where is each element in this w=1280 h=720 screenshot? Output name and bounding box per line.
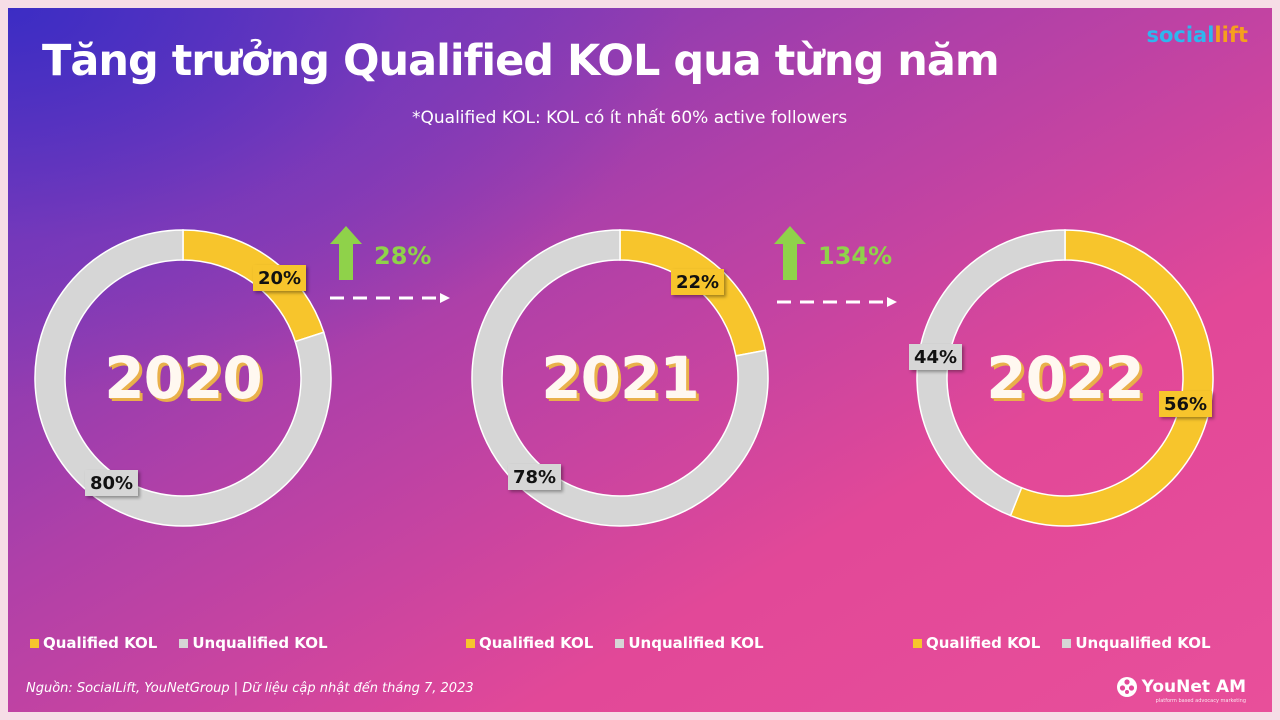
legend-2022: Qualified KOL Unqualified KOL xyxy=(913,634,1211,652)
logo-tagline: platform based advocacy marketing xyxy=(1155,698,1246,704)
qualified-swatch xyxy=(30,638,39,648)
legend-item-unqualified: Unqualified KOL xyxy=(1075,634,1211,652)
flower-icon xyxy=(1116,677,1137,697)
source-note: Nguồn: SocialLift, YouNetGroup | Dữ liệu… xyxy=(26,681,474,696)
donut-svg xyxy=(916,229,1214,527)
donut-chart-2022: 2022 56% 44% xyxy=(909,228,1215,528)
younet-logo: YouNet AM platform based advocacy market… xyxy=(1116,676,1246,704)
growth-percent: 28% xyxy=(374,242,432,270)
unqualified-percent-label: 44% xyxy=(909,344,963,370)
legend-item-unqualified: Unqualified KOL xyxy=(192,634,328,652)
qualified-percent-label: 22% xyxy=(671,269,725,295)
donut-svg xyxy=(34,229,332,527)
legend-item-qualified: Qualified KOL xyxy=(43,634,158,652)
up-arrow-icon xyxy=(330,226,362,280)
page-title: Tăng trưởng Qualified KOL qua từng năm xyxy=(42,36,1000,86)
up-arrow-icon xyxy=(774,226,806,280)
dashed-arrow-icon xyxy=(330,293,450,303)
unqualified-percent-label: 78% xyxy=(508,464,562,490)
growth-percent: 134% xyxy=(818,242,893,270)
sociallift-logo: sociallift xyxy=(1146,23,1248,47)
legend-2020: Qualified KOL Unqualified KOL xyxy=(30,634,328,652)
qualified-percent-label: 20% xyxy=(253,265,307,291)
unqualified-swatch xyxy=(615,638,625,648)
qualified-swatch xyxy=(913,638,922,648)
qualified-slice xyxy=(1009,229,1214,527)
slide: Tăng trưởng Qualified KOL qua từng năm *… xyxy=(8,8,1272,712)
year-label: 2020 xyxy=(104,344,262,412)
brand-part2: lift xyxy=(1214,23,1248,47)
donut-chart-2021: 2021 22% 78% xyxy=(470,228,770,528)
dashed-arrow-icon xyxy=(777,297,897,307)
donut-chart-2020: 2020 20% 80% xyxy=(33,228,333,528)
unqualified-percent-label: 80% xyxy=(85,470,139,496)
year-label: 2022 xyxy=(986,344,1144,412)
year-label: 2021 xyxy=(541,344,699,412)
qualified-percent-label: 56% xyxy=(1159,391,1213,417)
legend-2021: Qualified KOL Unqualified KOL xyxy=(466,634,764,652)
unqualified-slice xyxy=(34,229,332,527)
unqualified-slice xyxy=(471,229,769,527)
legend-item-qualified: Qualified KOL xyxy=(926,634,1041,652)
logo-text: YouNet AM xyxy=(1141,677,1246,697)
legend-item-unqualified: Unqualified KOL xyxy=(628,634,764,652)
legend-item-qualified: Qualified KOL xyxy=(479,634,594,652)
brand-part1: social xyxy=(1146,23,1215,47)
donut-svg xyxy=(471,229,769,527)
unqualified-swatch xyxy=(179,638,189,648)
unqualified-swatch xyxy=(1062,638,1072,648)
unqualified-slice xyxy=(916,229,1066,517)
subtitle: *Qualified KOL: KOL có ít nhất 60% activ… xyxy=(412,108,848,128)
qualified-swatch xyxy=(466,638,475,648)
